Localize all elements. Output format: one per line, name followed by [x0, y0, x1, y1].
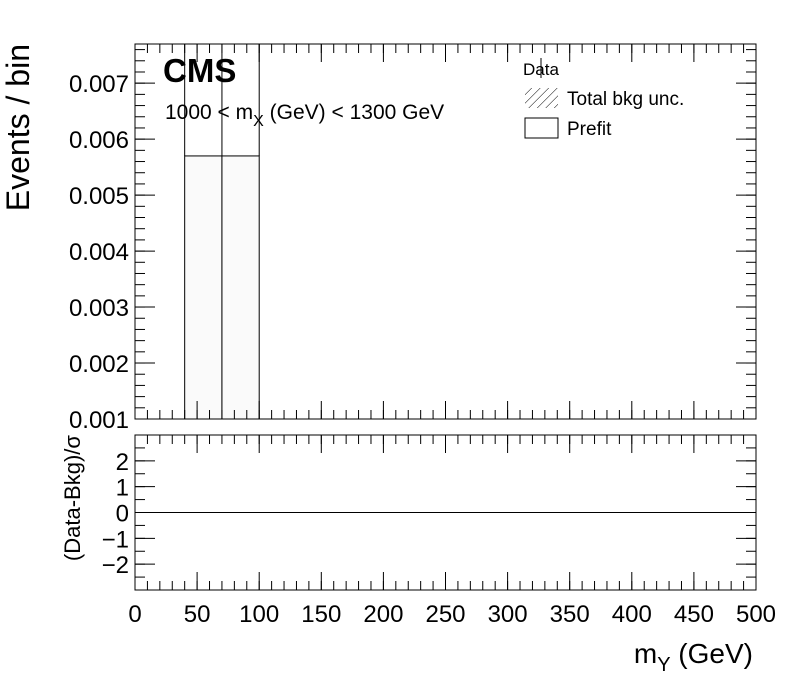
top-ytick-label-0: 0.001 [69, 407, 129, 434]
x-tick-label-1: 50 [184, 601, 211, 628]
bin-bar-1 [221, 155, 260, 420]
top-ytick-label-1: 0.002 [69, 351, 129, 378]
region-label: 1000 < mX (GeV) < 1300 GeV [165, 101, 444, 130]
ratio-xticks [134, 435, 757, 590]
x-tick-label-6: 300 [488, 601, 528, 628]
top-ytick-label-4: 0.005 [69, 183, 129, 210]
x-axis-label-sub: Y [657, 654, 670, 672]
ratio-ytick-label-1: −1 [102, 526, 129, 553]
cms-label: CMS [163, 52, 236, 89]
x-tick-label-2: 100 [239, 601, 279, 628]
top-xticks [134, 44, 757, 419]
ratio-ylabel: (Data-Bkg)/σ [60, 435, 85, 561]
region-label-sub: X [253, 113, 264, 130]
legend-prefit-label: Prefit [567, 119, 612, 140]
x-axis-label-main: m [634, 638, 657, 669]
top-ytick-label-3: 0.004 [69, 239, 129, 266]
x-tick-label-0: 0 [128, 601, 141, 628]
top-bins [184, 44, 260, 420]
ratio-ytick-label-4: 2 [116, 449, 129, 476]
x-axis-label-unit: (GeV) [671, 638, 753, 669]
x-tick-label-8: 400 [612, 601, 652, 628]
region-label-hi: (GeV) < 1300 GeV [264, 101, 444, 124]
top-ylabel: Events / bin [0, 44, 36, 211]
legend-data-label: Data [523, 60, 559, 79]
top-ytick-label-2: 0.003 [69, 295, 129, 322]
x-tick-label-3: 150 [301, 601, 341, 628]
x-tick-label-5: 250 [425, 601, 465, 628]
x-tick-labels: 0 50 100 150 200 250 300 350 400 450 500 [128, 601, 776, 628]
legend: Data Total bkg unc. Prefit [523, 58, 684, 140]
top-ytick-label-6: 0.007 [69, 71, 129, 98]
x-axis-label: mY (GeV) [634, 638, 753, 672]
top-ytick-label-5: 0.006 [69, 127, 129, 154]
x-tick-label-9: 450 [674, 601, 714, 628]
x-tick-label-4: 200 [363, 601, 403, 628]
x-tick-label-7: 350 [550, 601, 590, 628]
legend-hatch-swatch [525, 88, 558, 108]
legend-hatch-label: Total bkg unc. [567, 89, 684, 110]
ratio-ytick-label-2: 0 [116, 501, 129, 528]
region-label-lo: 1000 < m [165, 101, 253, 124]
ratio-ytick-label-3: 1 [116, 475, 129, 502]
bin-bar-0 [184, 155, 223, 420]
legend-prefit-swatch [524, 117, 559, 139]
x-tick-label-10: 500 [736, 601, 776, 628]
top-yticks: 0.001 0.002 0.003 0.004 0.005 0.006 0.007 [69, 49, 756, 434]
ratio-ytick-label-0: −2 [102, 552, 129, 579]
